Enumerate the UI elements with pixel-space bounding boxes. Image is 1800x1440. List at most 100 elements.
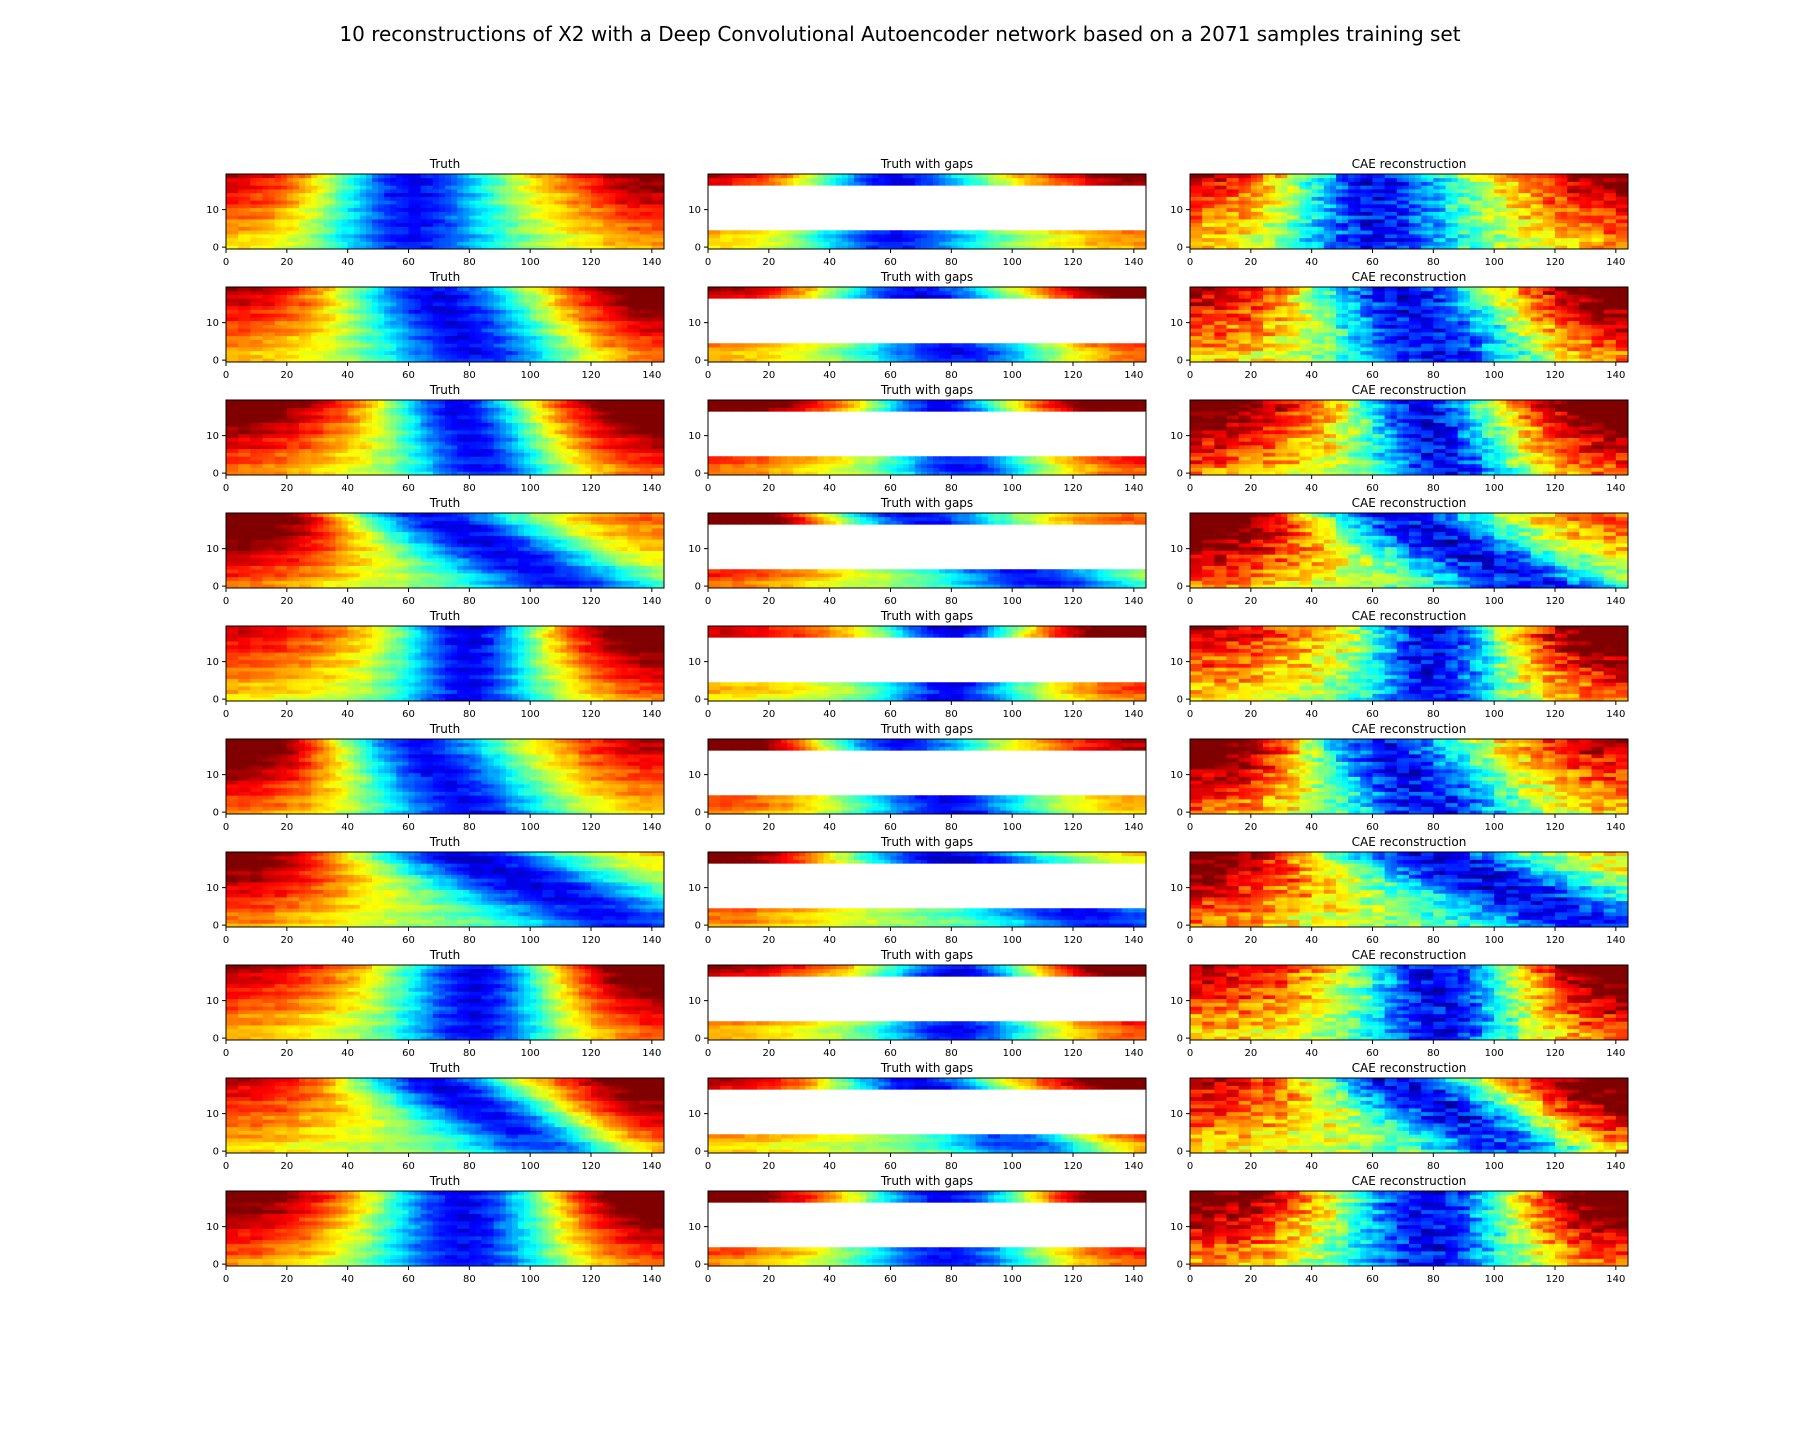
heatmap-cell [347, 313, 355, 318]
heatmap-cell [542, 328, 549, 333]
heatmap-cell [372, 328, 379, 333]
heatmap-cell [1220, 211, 1227, 216]
heatmap-cell [238, 177, 245, 182]
heatmap-cell [530, 324, 537, 329]
heatmap-cell [1256, 200, 1264, 205]
heatmap-cell [1281, 241, 1288, 246]
heatmap-cell [621, 219, 628, 224]
heatmap-cell [469, 230, 476, 235]
heatmap-cell [548, 177, 555, 182]
heatmap-cell [927, 174, 934, 179]
heatmap-cell [299, 196, 306, 201]
heatmap-cell [1293, 222, 1300, 227]
heatmap-cell [420, 177, 428, 182]
heatmap-cell [1232, 234, 1240, 239]
heatmap-cell [505, 320, 513, 325]
heatmap-cell [530, 196, 537, 201]
heatmap-cell [1445, 222, 1452, 227]
heatmap-cell [372, 320, 379, 325]
heatmap-cell [1555, 196, 1562, 201]
heatmap-cell [1384, 230, 1392, 235]
heatmap-cell [1384, 196, 1392, 201]
heatmap-cell [536, 343, 543, 348]
heatmap-cell [347, 181, 355, 186]
heatmap-cell [499, 302, 507, 307]
heatmap-cell [341, 298, 349, 303]
heatmap-cell [578, 358, 586, 363]
heatmap-cell [347, 298, 355, 303]
heatmap-cell [714, 237, 721, 242]
heatmap-cell [969, 237, 977, 242]
heatmap-cell [1348, 230, 1355, 235]
heatmap-cell [1305, 230, 1313, 235]
heatmap-cell [353, 234, 361, 239]
heatmap-cell [481, 320, 488, 325]
heatmap-cell [438, 298, 446, 303]
heatmap-cell [463, 313, 470, 318]
heatmap-cell [645, 302, 653, 307]
heatmap-cell [1427, 196, 1434, 201]
heatmap-cell [639, 343, 647, 348]
heatmap-cell [256, 309, 263, 314]
heatmap-cell [384, 290, 391, 295]
heatmap-cell [311, 185, 318, 190]
heatmap-cell [365, 320, 373, 325]
heatmap-cell [1238, 230, 1246, 235]
heatmap-cell [432, 192, 440, 197]
heatmap-cell [872, 241, 879, 246]
heatmap-cell [372, 241, 379, 246]
heatmap-cell [633, 313, 641, 318]
heatmap-cell [1196, 196, 1203, 201]
heatmap-cell [1573, 204, 1580, 209]
heatmap-cell [1603, 237, 1611, 242]
heatmap-cell [481, 313, 488, 318]
heatmap-cell [1524, 226, 1532, 231]
heatmap-cell [268, 339, 276, 344]
heatmap-cell [1317, 241, 1325, 246]
heatmap-cell [1311, 219, 1319, 224]
heatmap-cell [390, 181, 397, 186]
heatmap-cell [1451, 211, 1459, 216]
heatmap-cell [1133, 174, 1141, 179]
heatmap-cell [408, 237, 415, 242]
heatmap-cell [621, 211, 628, 216]
heatmap-cell [854, 177, 861, 182]
heatmap-cell [633, 230, 641, 235]
heatmap-cell [445, 204, 452, 209]
heatmap-cell [1585, 211, 1592, 216]
heatmap-cell [524, 181, 531, 186]
heatmap-cell [645, 185, 653, 190]
heatmap-cell [372, 215, 379, 220]
heatmap-cell [396, 317, 403, 322]
heatmap-cell [469, 196, 476, 201]
heatmap-cell [396, 309, 403, 314]
heatmap-cell [432, 320, 440, 325]
heatmap-cell [987, 230, 995, 235]
heatmap-cell [457, 245, 464, 250]
heatmap-cell [1567, 192, 1574, 197]
heatmap-cell [530, 332, 537, 337]
heatmap-cell [1421, 181, 1428, 186]
heatmap-cell [584, 343, 592, 348]
heatmap-cell [384, 294, 391, 299]
heatmap-cell [359, 207, 367, 212]
heatmap-cell [609, 358, 616, 363]
heatmap-cell [1079, 234, 1086, 239]
heatmap-cell [560, 234, 568, 239]
heatmap-cell [1372, 204, 1379, 209]
heatmap-cell [292, 177, 300, 182]
heatmap-cell [518, 222, 525, 227]
heatmap-cell [402, 358, 409, 363]
heatmap-cell [256, 185, 263, 190]
heatmap-cell [1275, 211, 1282, 216]
heatmap-cell [365, 335, 373, 340]
heatmap-cell [286, 305, 294, 310]
heatmap-cell [1305, 200, 1313, 205]
heatmap-cell [1475, 222, 1483, 227]
heatmap-cell [463, 358, 470, 363]
heatmap-cell [890, 234, 897, 239]
heatmap-cell [335, 200, 342, 205]
heatmap-cell [505, 189, 513, 194]
heatmap-cell [1208, 192, 1215, 197]
heatmap-cell [1220, 234, 1227, 239]
